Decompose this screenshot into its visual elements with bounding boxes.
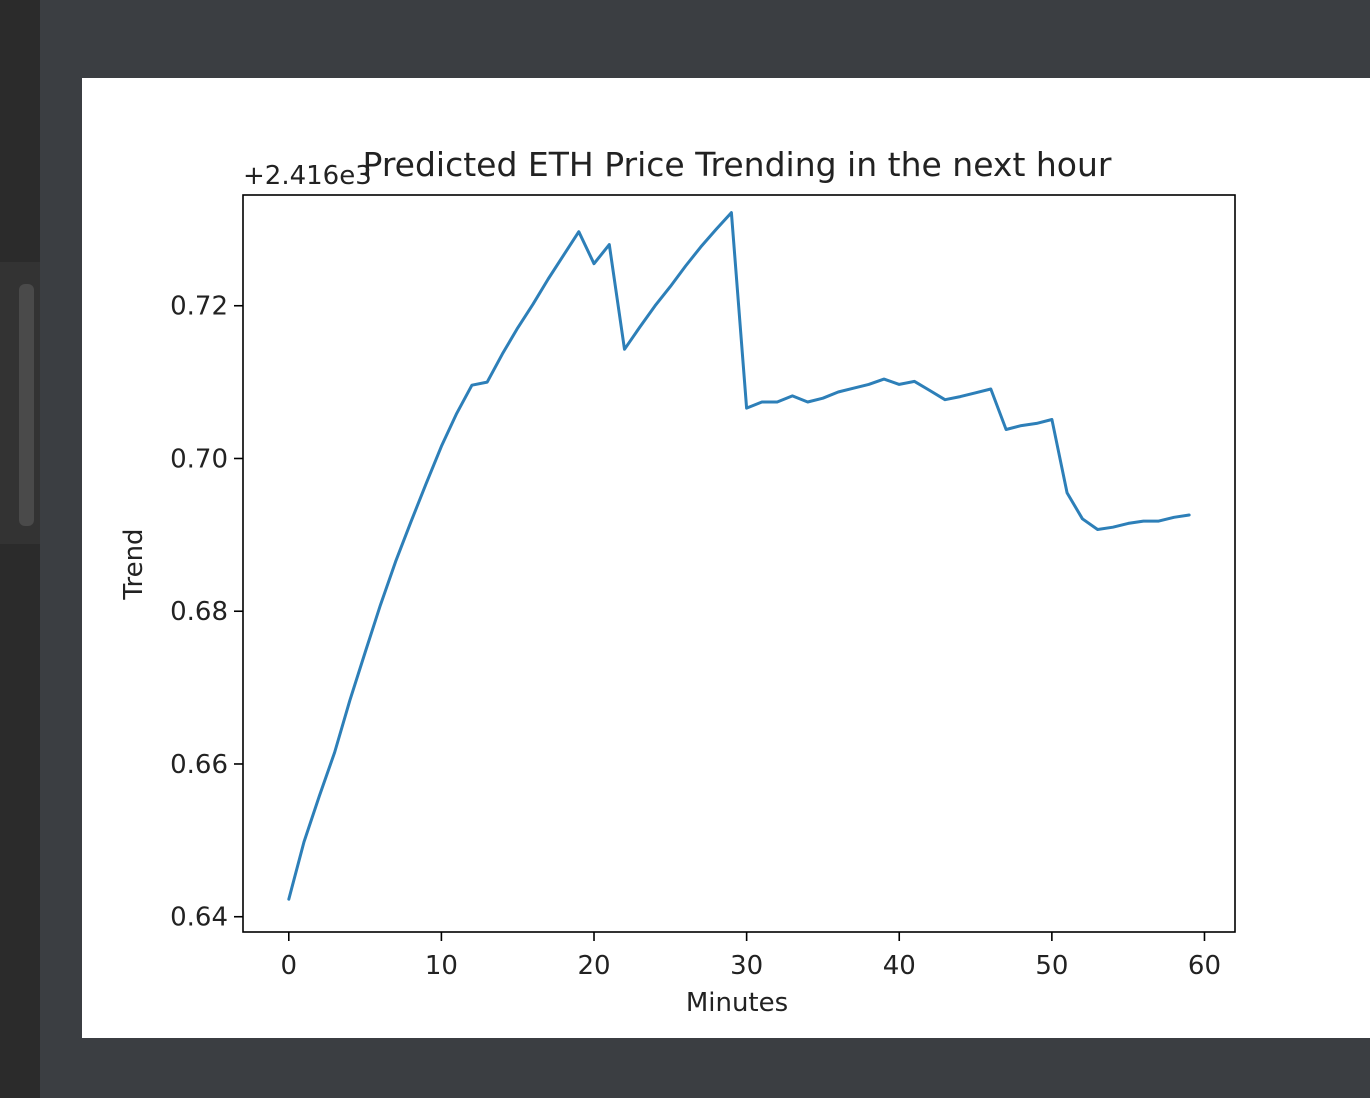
chart-figure: 0.64 0.66 0.68 0.70 0.72 0 10 20 30 40 50 60 Predi…	[82, 78, 1370, 1038]
chart-title: Predicted ETH Price Trending in the next…	[363, 145, 1112, 184]
y-axis: 0.64 0.66 0.68 0.70 0.72	[170, 292, 243, 933]
x-axis-label: Minutes	[686, 988, 788, 1018]
y-tick-label: 0.66	[170, 750, 228, 780]
plot-area-frame	[242, 194, 1236, 933]
x-tick-label: 20	[577, 951, 610, 981]
y-tick-label: 0.68	[170, 597, 228, 627]
line-chart: 0.64 0.66 0.68 0.70 0.72 0 10 20 30 40 50 60 Predi…	[119, 145, 1236, 1018]
x-axis: 0 10 20 30 40 50 60	[281, 932, 1221, 981]
x-tick-label: 0	[281, 951, 298, 981]
y-tick-label: 0.64	[170, 903, 228, 933]
x-tick-label: 10	[425, 951, 458, 981]
scrollbar-thumb[interactable]	[19, 284, 34, 526]
y-axis-label: Trend	[119, 528, 149, 600]
x-tick-label: 30	[730, 951, 763, 981]
x-tick-label: 60	[1188, 951, 1221, 981]
x-tick-label: 40	[883, 951, 916, 981]
offset-label: +2.416e3	[243, 161, 372, 191]
x-tick-label: 50	[1035, 951, 1068, 981]
y-tick-label: 0.70	[170, 444, 228, 474]
series-line	[287, 211, 1191, 901]
y-tick-label: 0.72	[170, 292, 228, 322]
left-gutter	[0, 0, 40, 1098]
